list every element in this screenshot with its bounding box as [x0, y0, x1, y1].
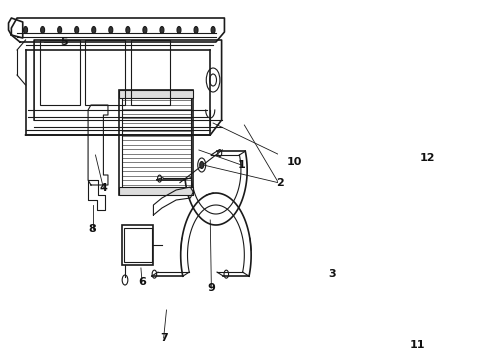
Bar	[124, 228, 152, 262]
Circle shape	[143, 27, 147, 33]
Text: 10: 10	[287, 157, 302, 167]
Text: 8: 8	[89, 224, 97, 234]
Circle shape	[211, 27, 215, 33]
Circle shape	[58, 27, 62, 33]
Circle shape	[92, 27, 96, 33]
Text: 7: 7	[160, 333, 168, 343]
Circle shape	[74, 27, 79, 33]
Text: 12: 12	[420, 153, 436, 163]
Text: 11: 11	[410, 340, 425, 350]
Text: 4: 4	[99, 183, 107, 193]
Circle shape	[41, 27, 45, 33]
Bar	[120, 90, 193, 195]
Circle shape	[194, 27, 198, 33]
Text: 2: 2	[276, 178, 283, 188]
Text: 5: 5	[60, 37, 68, 47]
Bar	[122, 225, 153, 265]
Bar	[122, 94, 191, 191]
Text: 1: 1	[238, 160, 245, 170]
Circle shape	[177, 27, 181, 33]
Circle shape	[126, 27, 130, 33]
Bar	[85, 40, 125, 105]
Circle shape	[160, 27, 164, 33]
Text: 9: 9	[207, 283, 215, 293]
Text: 6: 6	[138, 277, 146, 287]
Bar	[40, 40, 79, 105]
Circle shape	[24, 27, 27, 33]
Text: 3: 3	[329, 269, 336, 279]
Bar	[120, 90, 193, 98]
Bar	[131, 40, 171, 105]
Circle shape	[200, 162, 204, 168]
Bar	[120, 187, 193, 195]
Circle shape	[109, 27, 113, 33]
